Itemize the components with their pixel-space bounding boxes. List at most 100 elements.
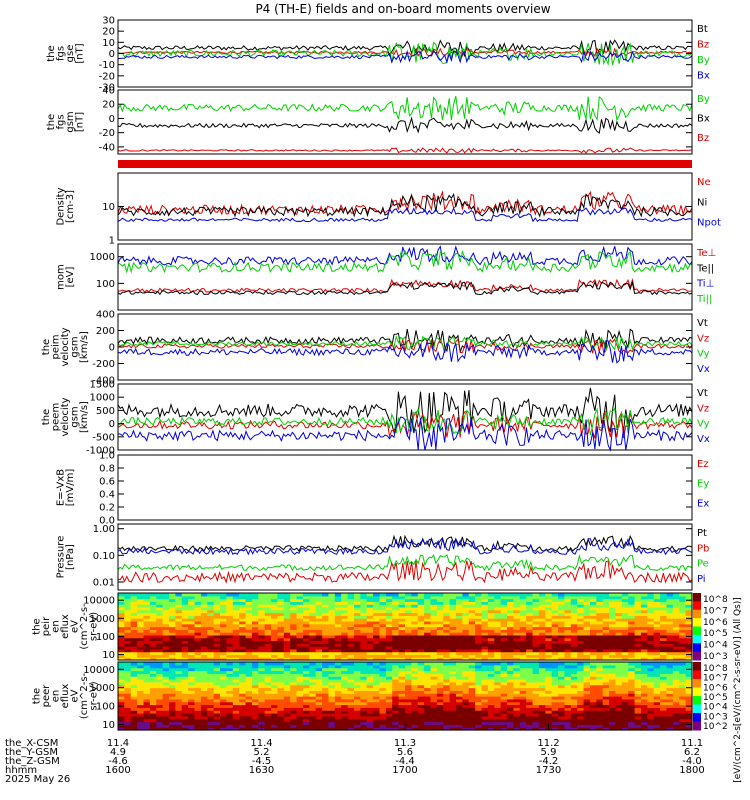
heatmap-cell bbox=[360, 707, 368, 711]
series-line-vy bbox=[117, 334, 693, 352]
heatmap-cell bbox=[449, 704, 457, 708]
heatmap-cell bbox=[558, 704, 566, 708]
heatmap-cell bbox=[169, 609, 176, 614]
heatmap-cell bbox=[558, 646, 566, 650]
heatmap-cell bbox=[322, 704, 330, 708]
heatmap-cell bbox=[672, 693, 680, 697]
heatmap-cell bbox=[487, 724, 495, 728]
heatmap-cell bbox=[251, 654, 259, 658]
heatmap-cell bbox=[392, 632, 400, 636]
heatmap-cell bbox=[290, 664, 298, 669]
heatmap-cell bbox=[411, 690, 419, 694]
heatmap-cell bbox=[181, 670, 189, 674]
heatmap-cell bbox=[251, 609, 259, 614]
time-axis-value: -4.4 bbox=[395, 756, 415, 767]
heatmap-cell bbox=[124, 626, 132, 630]
heatmap-cell bbox=[468, 648, 476, 653]
heatmap-cell bbox=[124, 648, 132, 653]
heatmap-cell bbox=[149, 664, 157, 669]
heatmap-cell bbox=[602, 721, 610, 725]
heatmap-cell bbox=[175, 715, 183, 720]
heatmap-cell bbox=[156, 598, 164, 602]
heatmap-cell bbox=[130, 651, 138, 656]
heatmap-cell bbox=[162, 626, 170, 630]
heatmap-cell bbox=[436, 679, 444, 683]
heatmap-cell bbox=[519, 626, 527, 630]
heatmap-cell bbox=[405, 670, 412, 674]
heatmap-cell bbox=[188, 634, 196, 639]
heatmap-cell bbox=[589, 698, 597, 703]
heatmap-cell bbox=[507, 609, 515, 614]
heatmap-cell bbox=[436, 696, 444, 700]
heatmap-cell bbox=[500, 698, 508, 703]
heatmap-cell bbox=[507, 593, 515, 597]
heatmap-cell bbox=[264, 634, 272, 639]
heatmap-cell bbox=[220, 598, 228, 602]
heatmap-cell bbox=[640, 724, 648, 728]
heatmap-cell bbox=[137, 623, 145, 628]
heatmap-cell bbox=[200, 667, 208, 672]
heatmap-cell bbox=[251, 693, 259, 697]
heatmap-cell bbox=[341, 715, 349, 720]
heatmap-cell bbox=[341, 654, 349, 658]
heatmap-cell bbox=[513, 673, 521, 677]
heatmap-cell bbox=[296, 696, 304, 700]
heatmap-cell bbox=[181, 679, 189, 683]
heatmap-cell bbox=[315, 601, 323, 605]
heatmap-cell bbox=[385, 713, 393, 717]
heatmap-cell bbox=[149, 620, 157, 625]
heatmap-cell bbox=[302, 595, 310, 600]
heatmap-cell bbox=[175, 690, 183, 694]
heatmap-cell bbox=[628, 662, 636, 666]
heatmap-cell bbox=[271, 657, 279, 661]
heatmap-cell bbox=[621, 690, 629, 694]
heatmap-cell bbox=[124, 696, 132, 700]
heatmap-cell bbox=[672, 679, 680, 683]
heatmap-cell bbox=[334, 673, 342, 677]
heatmap-cell bbox=[353, 704, 361, 708]
heatmap-cell bbox=[519, 601, 527, 605]
heatmap-cell bbox=[545, 676, 553, 680]
heatmap-cell bbox=[436, 654, 444, 658]
heatmap-cell bbox=[366, 598, 374, 602]
heatmap-cell bbox=[462, 707, 470, 711]
heatmap-cell bbox=[213, 710, 221, 714]
heatmap-cell bbox=[424, 670, 432, 674]
heatmap-cell bbox=[302, 637, 310, 642]
heatmap-cell bbox=[424, 620, 432, 625]
heatmap-cell bbox=[232, 604, 240, 608]
heatmap-cell bbox=[577, 609, 585, 614]
heatmap-cell bbox=[379, 632, 387, 636]
heatmap-cell bbox=[494, 690, 502, 694]
heatmap-cell bbox=[551, 648, 559, 653]
heatmap-cell bbox=[379, 721, 387, 725]
heatmap-cell bbox=[634, 693, 642, 697]
heatmap-cell bbox=[666, 698, 674, 703]
heatmap-cell bbox=[181, 640, 189, 644]
heatmap-cell bbox=[634, 662, 642, 666]
heatmap-cell bbox=[341, 640, 349, 644]
heatmap-cell bbox=[137, 629, 145, 633]
heatmap-cell bbox=[156, 707, 164, 711]
heatmap-cell bbox=[564, 715, 572, 720]
heatmap-cell bbox=[245, 724, 253, 728]
heatmap-cell bbox=[315, 715, 323, 720]
heatmap-cell bbox=[519, 646, 527, 650]
heatmap-cell bbox=[322, 626, 330, 630]
heatmap-cell bbox=[353, 676, 361, 680]
heatmap-cell bbox=[137, 687, 145, 691]
heatmap-cell bbox=[411, 670, 419, 674]
heatmap-cell bbox=[360, 609, 368, 614]
heatmap-cell bbox=[334, 718, 342, 723]
heatmap-cell bbox=[487, 718, 495, 723]
heatmap-cell bbox=[258, 662, 266, 666]
heatmap-cell bbox=[130, 606, 138, 611]
heatmap-cell bbox=[519, 609, 527, 614]
heatmap-cell bbox=[200, 710, 208, 714]
heatmap-cell bbox=[156, 721, 164, 725]
heatmap-cell bbox=[468, 606, 476, 611]
heatmap-cell bbox=[251, 698, 259, 703]
heatmap-cell bbox=[615, 601, 623, 605]
panels: 3020100-10-20-30thefgsgse[nT]BtBzByBx402… bbox=[32, 16, 728, 733]
